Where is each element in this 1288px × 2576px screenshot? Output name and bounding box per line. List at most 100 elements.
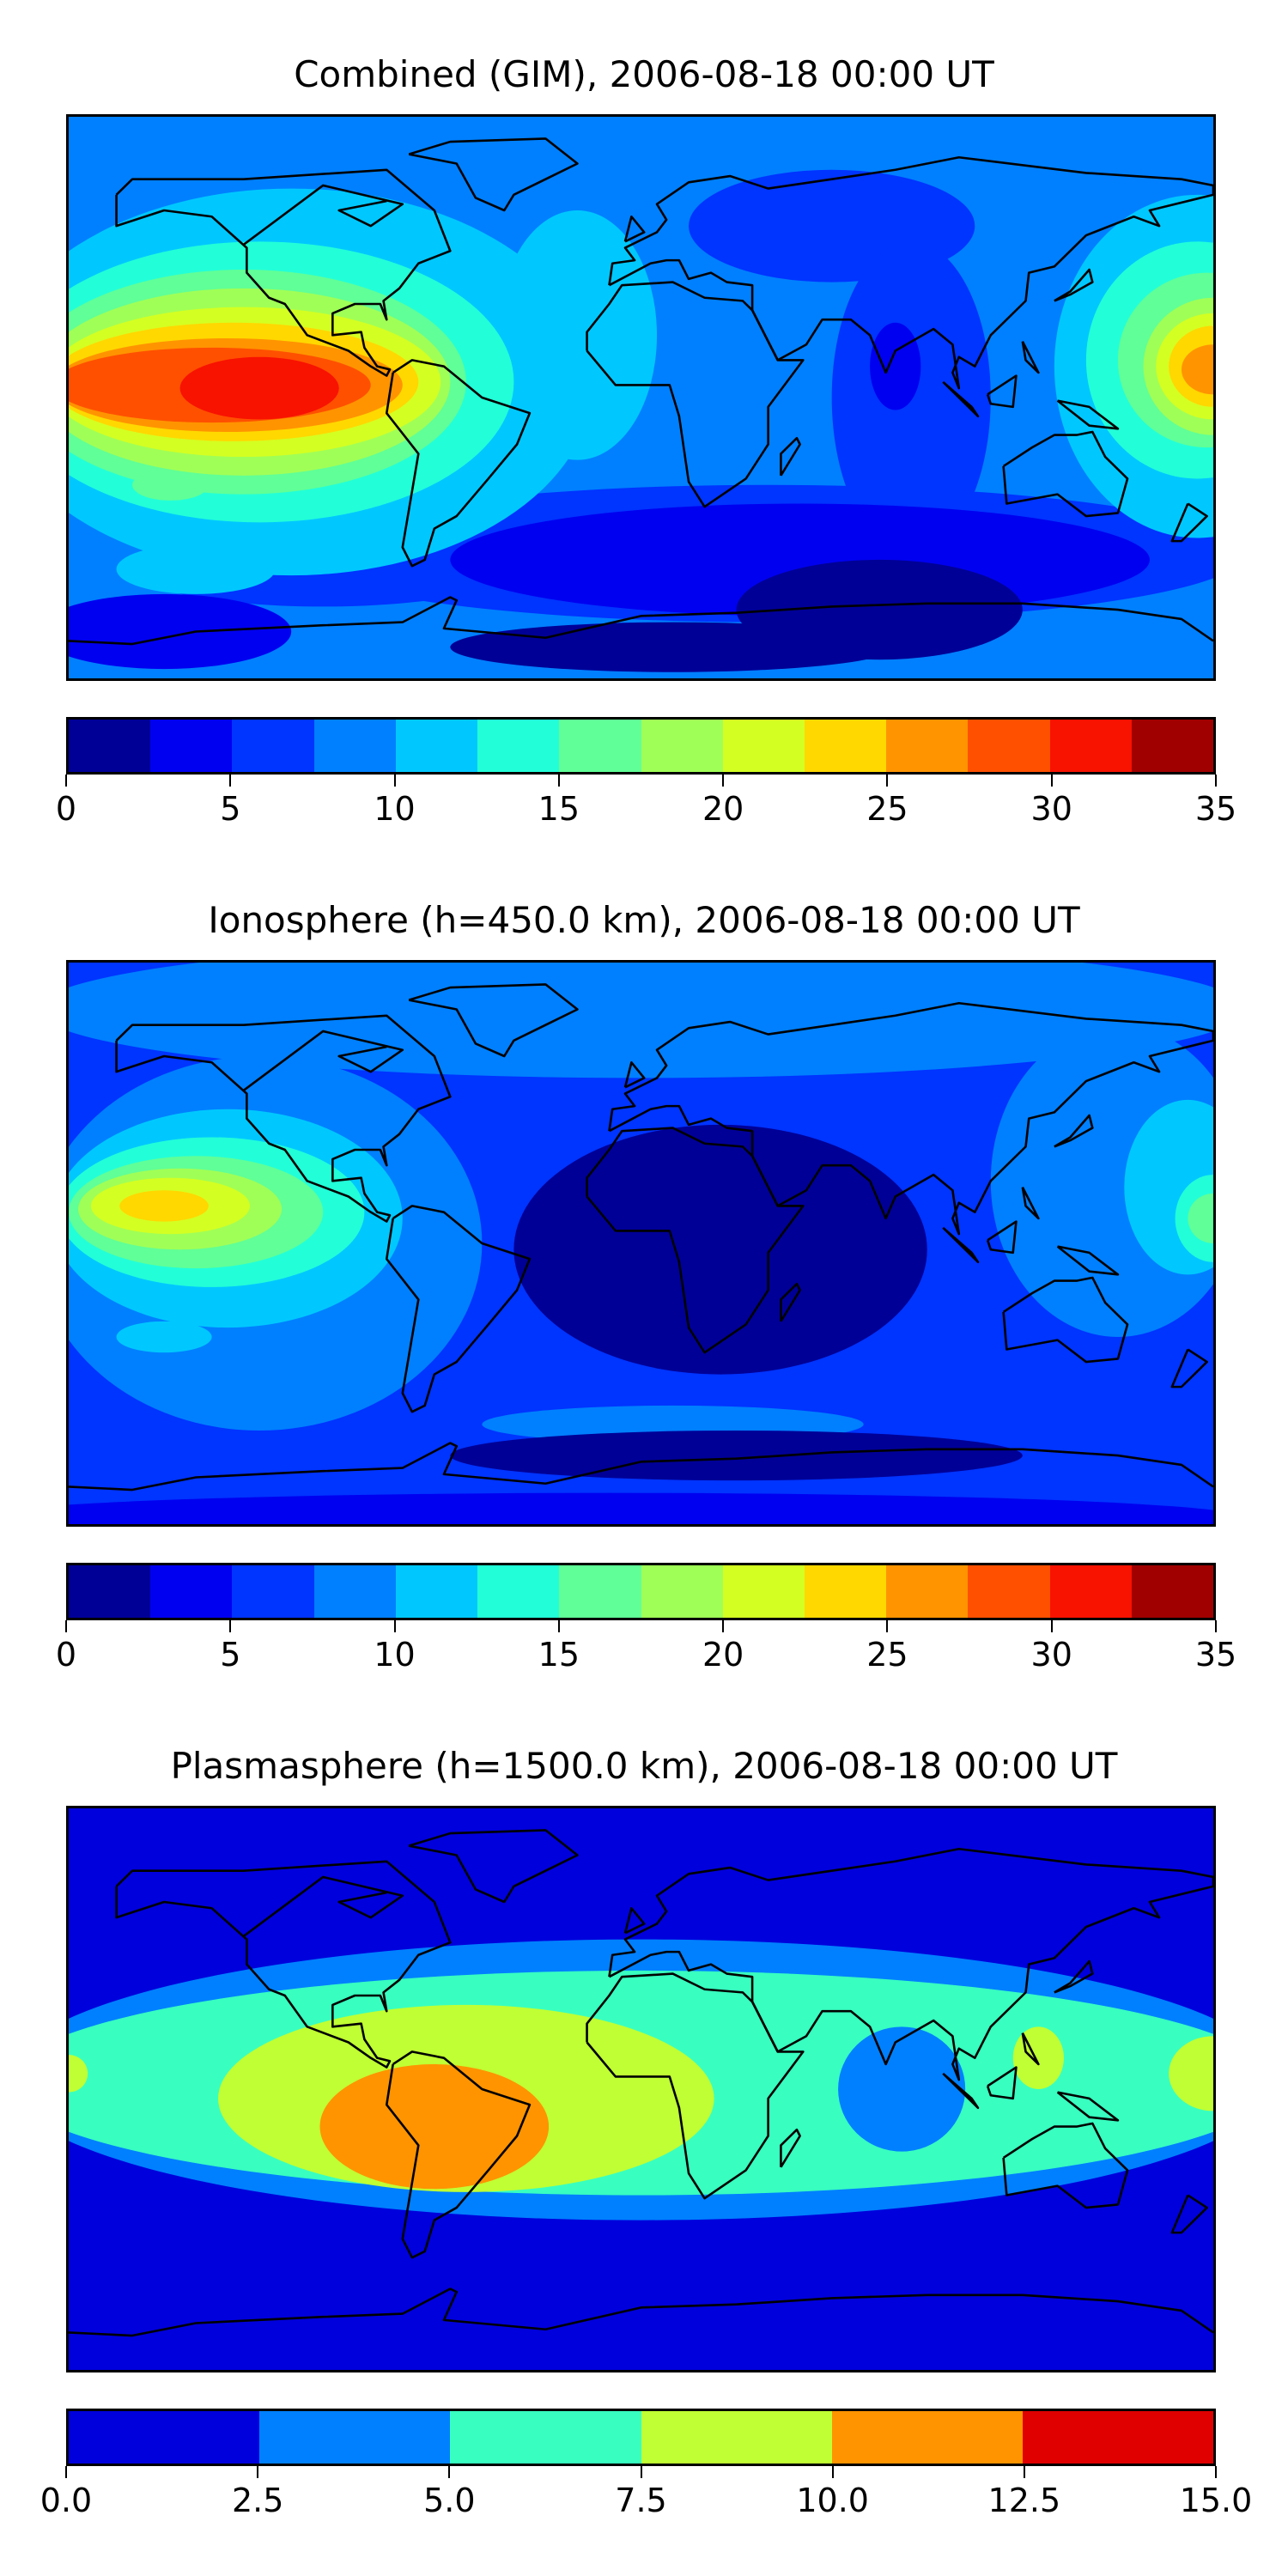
colorbar-tick-label: 35 bbox=[1194, 790, 1237, 828]
colorbar-tick-label: 7.5 bbox=[615, 2482, 667, 2519]
colorbar-tick bbox=[886, 1620, 889, 1632]
colorbar-tick bbox=[1050, 775, 1053, 787]
colorbar-segment bbox=[641, 2411, 832, 2464]
colorbar-tick-label: 35 bbox=[1194, 1636, 1237, 1674]
colorbar bbox=[66, 2409, 1216, 2466]
colorbar-tick-label: 20 bbox=[702, 790, 744, 828]
coastline bbox=[987, 2068, 1016, 2099]
tec-map bbox=[66, 114, 1216, 681]
coastline bbox=[587, 283, 804, 507]
coastline bbox=[781, 438, 799, 476]
colorbar-tick-label: 0.0 bbox=[39, 2482, 93, 2519]
panel-combined: Combined (GIM), 2006-08-18 00:00 UT 0 5 10… bbox=[0, 0, 1288, 846]
colorbar-tick-label: 2.5 bbox=[231, 2482, 284, 2519]
contour-region bbox=[319, 2063, 550, 2190]
coastline bbox=[244, 1877, 403, 1936]
colorbar-tick bbox=[722, 775, 725, 787]
colorbar-segment bbox=[886, 720, 969, 772]
coastline bbox=[386, 360, 530, 566]
coastline bbox=[609, 1003, 1213, 1234]
colorbar-tick bbox=[1215, 1620, 1217, 1632]
contour-region bbox=[838, 2026, 966, 2152]
colorbar-tick bbox=[65, 2466, 67, 2478]
contour-region bbox=[870, 322, 921, 410]
coastline bbox=[587, 1974, 804, 2199]
colorbar-tick bbox=[557, 775, 560, 787]
coastline bbox=[943, 1228, 978, 1262]
colorbar-tick-label: 30 bbox=[1030, 1636, 1072, 1674]
colorbar-segment bbox=[831, 2411, 1023, 2464]
colorbar-tick bbox=[65, 1620, 67, 1632]
panel-ionosphere: Ionosphere (h=450.0 km), 2006-08-18 00:0… bbox=[0, 846, 1288, 1692]
coastline bbox=[1058, 2093, 1118, 2121]
coastline bbox=[69, 598, 1213, 645]
colorbar-tick bbox=[886, 775, 889, 787]
colorbar-tick-label: 10.0 bbox=[796, 2482, 869, 2519]
colorbar-segment bbox=[150, 1565, 233, 1618]
colorbar-segment bbox=[722, 720, 805, 772]
contour-region bbox=[513, 1124, 927, 1375]
colorbar-segment bbox=[1049, 1565, 1132, 1618]
coastline bbox=[117, 1862, 451, 2068]
coastline bbox=[987, 1222, 1016, 1253]
coastline bbox=[1172, 504, 1207, 542]
colorbar-segment bbox=[968, 1565, 1050, 1618]
coastline bbox=[386, 2051, 530, 2257]
panel-title: Plasmasphere (h=1500.0 km), 2006-08-18 0… bbox=[170, 1745, 1118, 1787]
coastline bbox=[1023, 1188, 1039, 1218]
colorbar-tick-label: 15.0 bbox=[1179, 2482, 1253, 2519]
colorbar-tick bbox=[257, 2466, 259, 2478]
contour-region bbox=[116, 544, 276, 594]
colorbar-tick-label: 12.5 bbox=[987, 2482, 1061, 2519]
colorbar-segment bbox=[886, 1565, 969, 1618]
colorbar-segment bbox=[232, 720, 314, 772]
colorbar-segment bbox=[395, 1565, 478, 1618]
contour-region bbox=[450, 1431, 1023, 1481]
coastline bbox=[781, 2129, 799, 2167]
panel-plasmasphere: Plasmasphere (h=1500.0 km), 2006-08-18 0… bbox=[0, 1692, 1288, 2537]
coastline bbox=[625, 216, 644, 241]
colorbar bbox=[66, 1563, 1216, 1620]
contour-region bbox=[179, 356, 339, 420]
contour-region bbox=[119, 1190, 209, 1222]
colorbar-ticks: 0 5 10 15 20 25 30 35 bbox=[56, 775, 1236, 835]
contour-region bbox=[69, 963, 1213, 1078]
colorbar bbox=[66, 717, 1216, 775]
colorbar-segment bbox=[395, 720, 478, 772]
contour-region bbox=[1188, 1193, 1213, 1243]
colorbar-tick bbox=[393, 1620, 396, 1632]
contour-region bbox=[497, 210, 658, 460]
colorbar-segment bbox=[559, 1565, 641, 1618]
coastline bbox=[943, 382, 978, 416]
coastline bbox=[1054, 1115, 1092, 1146]
tec-map bbox=[66, 1806, 1216, 2372]
coastline bbox=[386, 1206, 530, 1412]
colorbar-tick-label: 25 bbox=[866, 790, 908, 828]
coastline bbox=[625, 1908, 644, 1933]
colorbar-tick bbox=[1215, 2466, 1217, 2478]
coastline bbox=[587, 1128, 804, 1353]
coastline bbox=[1004, 432, 1127, 516]
contour-region bbox=[1181, 344, 1213, 395]
coastline bbox=[943, 2074, 978, 2108]
colorbar-segment bbox=[1131, 720, 1214, 772]
colorbar-tick-label: 0 bbox=[55, 790, 77, 828]
map-svg bbox=[69, 1808, 1213, 2370]
colorbar-segment bbox=[259, 2411, 451, 2464]
contour-region bbox=[69, 1492, 1213, 1524]
colorbar-segment bbox=[150, 720, 233, 772]
coastline bbox=[609, 157, 1213, 388]
coastline bbox=[1004, 2123, 1127, 2208]
coastline bbox=[1058, 1247, 1118, 1275]
colorbar-tick-label: 10 bbox=[374, 1636, 416, 1674]
coastline bbox=[244, 1031, 403, 1091]
coastline bbox=[625, 1062, 644, 1087]
coastline bbox=[69, 1443, 1213, 1491]
coastline bbox=[1004, 1278, 1127, 1362]
coastline bbox=[1023, 342, 1039, 373]
colorbar-ticks: 0.0 2.5 5.0 7.5 10.0 12.5 15.0 bbox=[40, 2466, 1252, 2526]
contour-region bbox=[1012, 2026, 1064, 2089]
coastline bbox=[117, 170, 451, 376]
colorbar-tick bbox=[831, 2466, 834, 2478]
colorbar-segment bbox=[313, 720, 396, 772]
